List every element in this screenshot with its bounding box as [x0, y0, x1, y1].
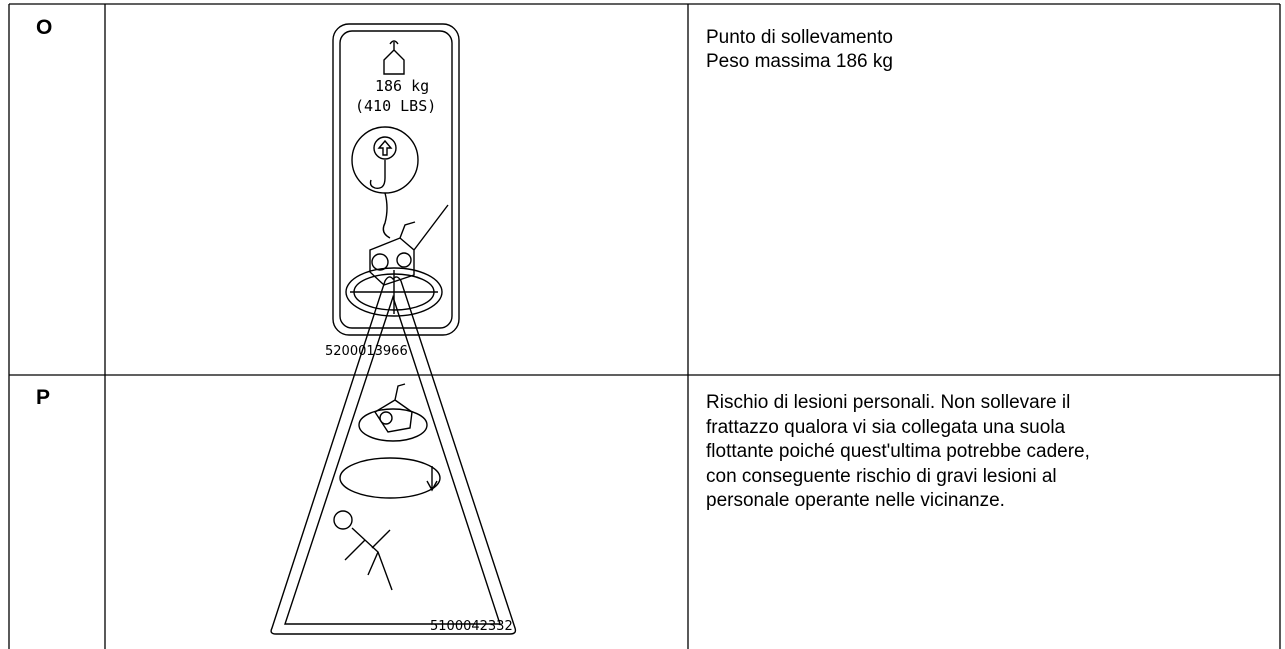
- description-line: Punto di sollevamento: [706, 27, 893, 48]
- description-line: Peso massima 186 kg: [706, 51, 893, 72]
- lifting-decal: 186 kg (410 LBS): [332, 23, 460, 336]
- description-line: con conseguente rischio di gravi lesioni…: [706, 466, 1057, 487]
- decal-code: 5200013966: [325, 344, 408, 359]
- decal-weight-lbs: (410 LBS): [355, 97, 436, 115]
- decal-code: 5100042332: [430, 619, 513, 634]
- warning-decal: [270, 276, 517, 635]
- row-label: O: [36, 16, 52, 39]
- row-label: P: [36, 386, 50, 409]
- description-line: personale operante nelle vicinanze.: [706, 490, 1005, 511]
- decal-weight: 186 kg: [375, 77, 429, 95]
- description-line: flottante poiché quest'ultima potrebbe c…: [706, 441, 1090, 462]
- description-line: Rischio di lesioni personali. Non sollev…: [706, 392, 1070, 413]
- description-line: frattazzo qualora vi sia collegata una s…: [706, 417, 1066, 438]
